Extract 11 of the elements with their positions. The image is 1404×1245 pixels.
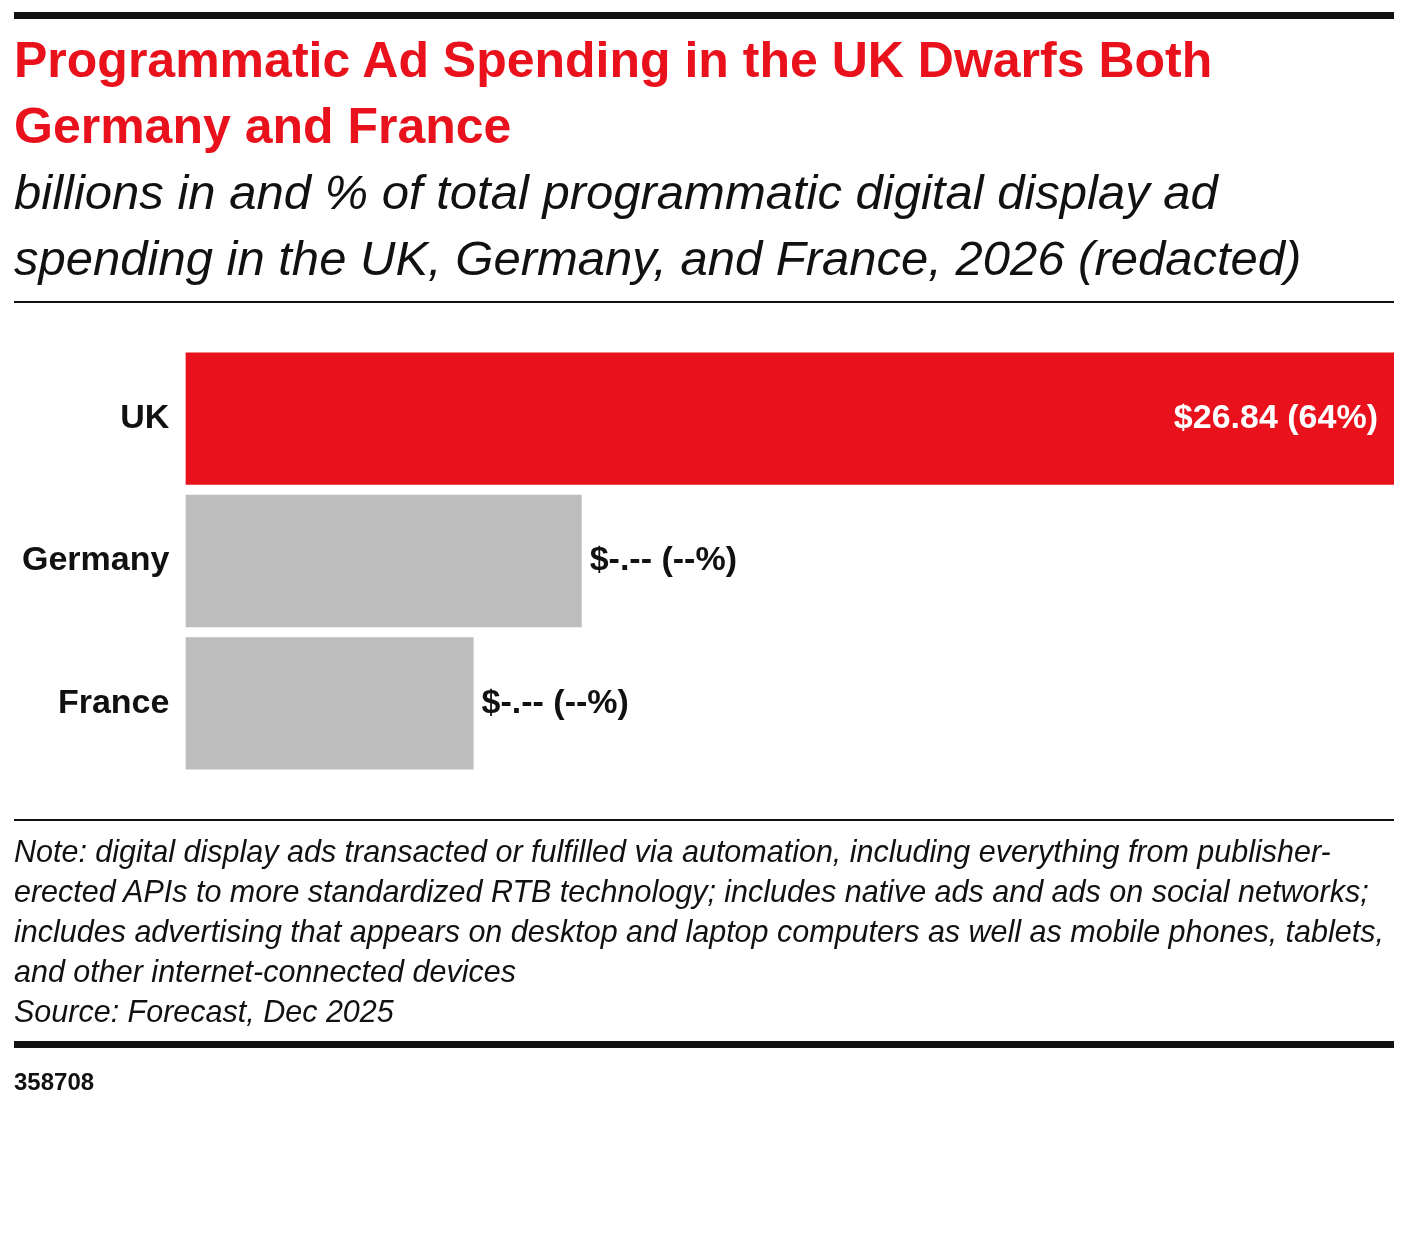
text: Note: digital display ads transacted or fulfilled via automation, including everything from publisher-erected APIs to more standardized RTB technology; includes native ads and ads on social networks; includes advertising that appears on desktop and laptop computers as well as mobile phones, tablets, and other internet-connected devices — [14, 833, 1385, 990]
chart-subtitle: billions in and % of total programmatic digital display ad spending in the UK, Germany, and France, 2026 (redacted) — [14, 159, 1394, 303]
source-note: Source: Forecast, Dec 2025 — [14, 993, 395, 1030]
data-label: $26.84 (64%) — [1173, 396, 1378, 435]
text: 358708 — [14, 1068, 96, 1096]
y-tick-label: France — [57, 681, 170, 720]
y-tick-label: UK — [120, 396, 170, 435]
data-label: $-.-- (--%) — [481, 681, 629, 720]
y-tick-label: Germany — [22, 539, 170, 578]
chart-title: Programmatic Ad Spending in the UK Dwarfs Both Germany and France — [14, 31, 1214, 156]
data-label: $-.-- (--%) — [589, 539, 737, 578]
